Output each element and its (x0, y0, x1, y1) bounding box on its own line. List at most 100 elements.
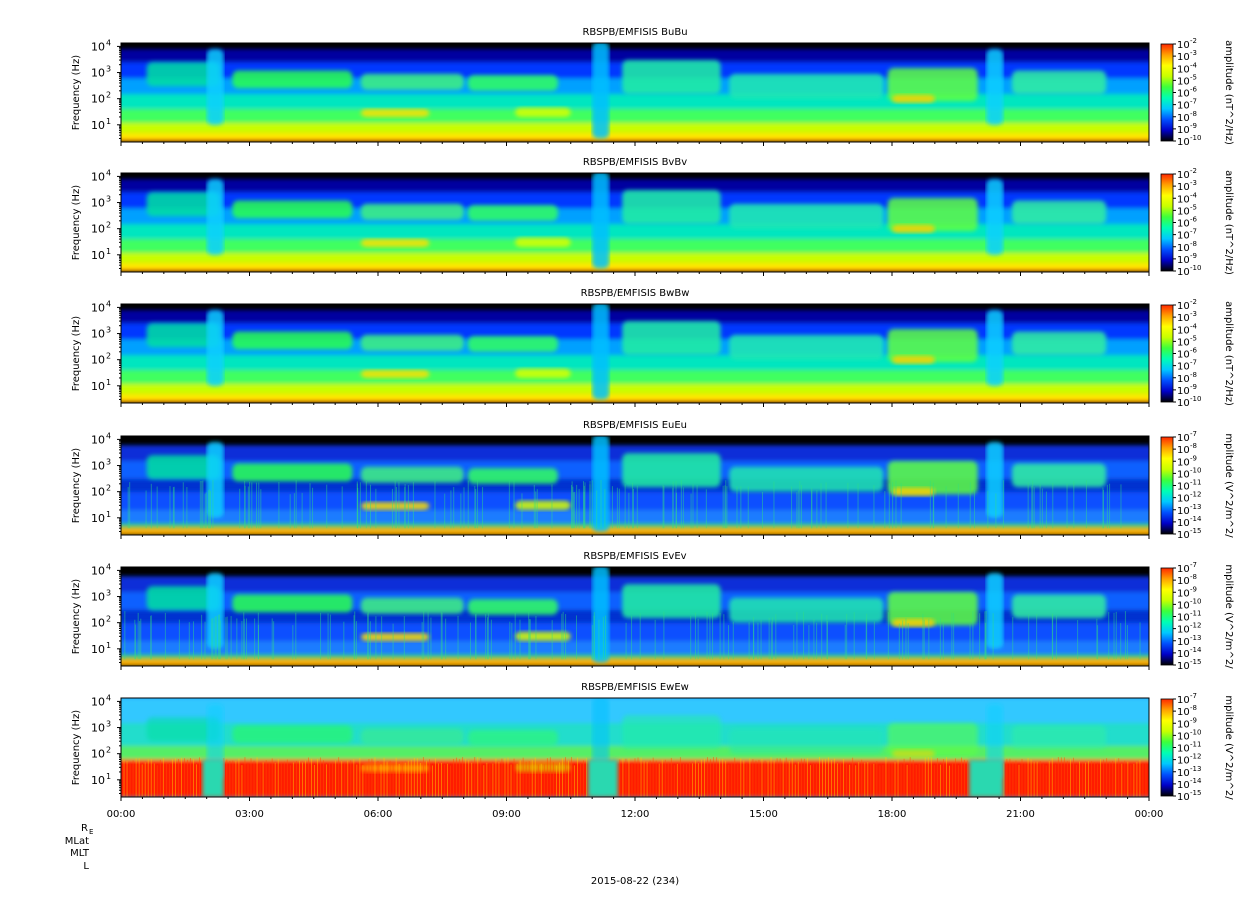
colorbar-tick-label: 10 (1177, 101, 1190, 112)
y-tick-exponent: 2 (106, 352, 111, 361)
colorbar-tick-label: 10 (1177, 398, 1190, 409)
spectrogram (121, 43, 1149, 142)
colorbar-tick-exponent: -11 (1190, 610, 1201, 618)
colorbar-tick-exponent: -13 (1190, 765, 1201, 773)
colorbar-tick-label: 10 (1177, 506, 1190, 517)
x-tick-label: 15:00 (749, 809, 778, 820)
colorbar-tick-label: 10 (1177, 267, 1190, 278)
colorbar-tick-label: 10 (1177, 374, 1190, 385)
colorbar-tick-exponent: -15 (1190, 789, 1201, 797)
colorbar-tick-exponent: -9 (1190, 252, 1197, 260)
colorbar-tick-label: 10 (1177, 780, 1190, 791)
y-tick-exponent: 2 (106, 91, 111, 100)
colorbar-tick-label: 10 (1177, 613, 1190, 624)
y-tick-label: 10 (91, 512, 105, 525)
colorbar-tick-label: 10 (1177, 125, 1190, 136)
y-tick-exponent: 3 (106, 326, 111, 335)
colorbar-tick-label: 10 (1177, 469, 1190, 480)
colorbar-tick-label: 10 (1177, 89, 1190, 100)
spectrogram (121, 567, 1149, 666)
x-tick-label: 03:00 (235, 809, 264, 820)
colorbar-tick-exponent: -15 (1190, 527, 1201, 535)
x-tick-label: 21:00 (1006, 809, 1035, 820)
colorbar-tick-label: 10 (1177, 588, 1190, 599)
y-tick-label: 10 (91, 695, 105, 708)
colorbar-tick-exponent: -9 (1190, 585, 1197, 593)
y-tick-label: 10 (91, 170, 105, 183)
y-tick-label: 10 (91, 774, 105, 787)
colorbar-tick-label: 10 (1177, 433, 1190, 444)
colorbar-tick-label: 10 (1177, 137, 1190, 148)
colorbar-tick-label: 10 (1177, 564, 1190, 575)
colorbar-tick-label: 10 (1177, 649, 1190, 660)
colorbar-tick-exponent: -6 (1190, 216, 1198, 224)
colorbar-tick-exponent: -7 (1190, 228, 1197, 236)
y-tick-label: 10 (91, 119, 105, 132)
colorbar-tick-label: 10 (1177, 719, 1190, 730)
colorbar-tick-exponent: -7 (1190, 692, 1197, 700)
colorbar-tick-label: 10 (1177, 325, 1190, 336)
ephemeris-label-mlt: MLT (70, 848, 90, 859)
colorbar-tick-exponent: -13 (1190, 634, 1201, 642)
y-tick-exponent: 2 (106, 615, 111, 624)
colorbar-tick-label: 10 (1177, 386, 1190, 397)
colorbar-tick-label: 10 (1177, 625, 1190, 636)
colorbar-tick-exponent: -8 (1190, 573, 1197, 581)
colorbar (1160, 567, 1174, 666)
colorbar-tick-label: 10 (1177, 695, 1190, 706)
colorbar-tick-exponent: -3 (1190, 49, 1197, 57)
colorbar-tick-exponent: -9 (1190, 454, 1197, 462)
colorbar-tick-exponent: -4 (1190, 322, 1198, 330)
colorbar-tick-exponent: -15 (1190, 658, 1201, 666)
y-tick-exponent: 2 (106, 746, 111, 755)
y-tick-exponent: 1 (106, 247, 111, 256)
colorbar-tick-label: 10 (1177, 170, 1190, 181)
colorbar-tick-label: 10 (1177, 707, 1190, 718)
colorbar-label: mplitude (V^2/m^2/ (1223, 564, 1234, 669)
colorbar-tick-exponent: -7 (1190, 430, 1197, 438)
colorbar-tick-exponent: -10 (1190, 728, 1201, 736)
colorbar-tick-label: 10 (1177, 52, 1190, 63)
colorbar-tick-exponent: -8 (1190, 240, 1197, 248)
y-tick-exponent: 3 (106, 65, 111, 74)
y-tick-label: 10 (91, 748, 105, 761)
colorbar-tick-exponent: -8 (1190, 371, 1197, 379)
y-tick-exponent: 4 (106, 38, 111, 47)
colorbar-tick-label: 10 (1177, 76, 1190, 87)
y-tick-exponent: 4 (106, 693, 111, 702)
colorbar-tick-label: 10 (1177, 182, 1190, 193)
colorbar-tick-label: 10 (1177, 362, 1190, 373)
y-tick-exponent: 4 (106, 168, 111, 177)
colorbar-tick-label: 10 (1177, 494, 1190, 505)
colorbar-tick-exponent: -3 (1190, 310, 1197, 318)
colorbar-tick-label: 10 (1177, 231, 1190, 242)
spectrogram (121, 436, 1149, 535)
x-tick-label: 06:00 (364, 809, 393, 820)
colorbar-tick-label: 10 (1177, 731, 1190, 742)
y-tick-exponent: 3 (106, 458, 111, 467)
y-tick-label: 10 (91, 223, 105, 236)
y-tick-label: 10 (91, 249, 105, 262)
colorbar-tick-label: 10 (1177, 64, 1190, 75)
colorbar-tick-exponent: -12 (1190, 622, 1201, 630)
colorbar-tick-exponent: -6 (1190, 347, 1198, 355)
colorbar (1160, 43, 1174, 142)
y-tick-label: 10 (91, 643, 105, 656)
colorbar-tick-exponent: -8 (1190, 110, 1197, 118)
colorbar-tick-label: 10 (1177, 113, 1190, 124)
colorbar-tick-exponent: -11 (1190, 479, 1201, 487)
colorbar-tick-label: 10 (1177, 301, 1190, 312)
colorbar-tick-exponent: -10 (1190, 134, 1201, 142)
y-tick-label: 10 (91, 433, 105, 446)
colorbar-tick-exponent: -5 (1190, 203, 1197, 211)
colorbar-tick-exponent: -4 (1190, 61, 1198, 69)
y-tick-label: 10 (91, 380, 105, 393)
ephemeris-label-mlat: MLat (65, 836, 89, 847)
colorbar-tick-label: 10 (1177, 744, 1190, 755)
y-tick-label: 10 (91, 617, 105, 630)
colorbar-tick-label: 10 (1177, 445, 1190, 456)
